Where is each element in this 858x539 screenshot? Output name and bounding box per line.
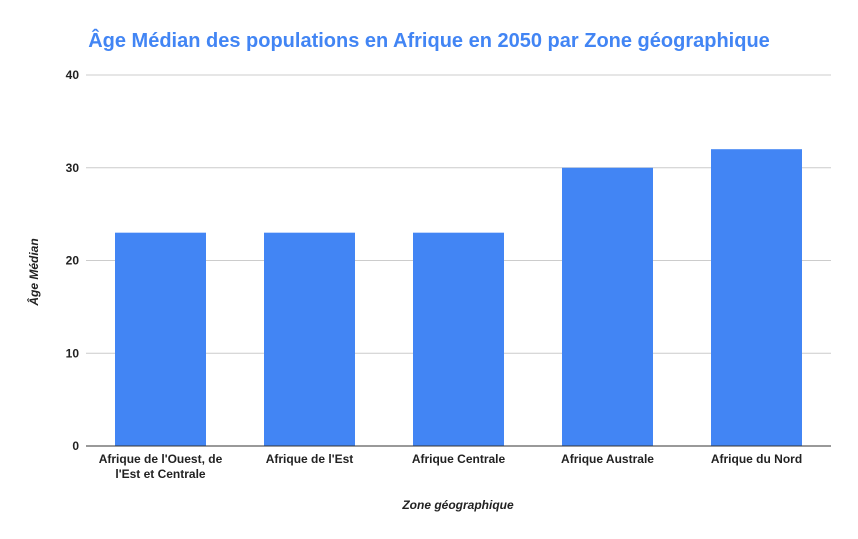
x-tick-label: Afrique Centrale xyxy=(412,452,506,466)
y-tick-label: 10 xyxy=(66,346,80,360)
y-axis-ticks: 0 10 20 30 40 xyxy=(66,68,80,453)
y-tick-label: 30 xyxy=(66,161,80,175)
bar-2 xyxy=(264,232,355,446)
x-axis-label: Zone géographique xyxy=(401,498,514,512)
x-tick-label: Afrique du Nord xyxy=(711,452,802,466)
x-axis-ticks: Afrique de l'Ouest, de l'Est et Centrale A… xyxy=(99,452,802,481)
chart-title: Âge Médian des populations en Afrique en… xyxy=(88,28,770,52)
bar-5 xyxy=(711,149,802,446)
x-tick-label: Afrique de l'Ouest, de l'Est et Centrale xyxy=(99,452,223,481)
y-axis-label: Âge Médian xyxy=(26,238,41,306)
x-tick-label: Afrique de l'Est xyxy=(266,452,354,466)
y-tick-label: 20 xyxy=(66,254,80,268)
bar-1 xyxy=(115,232,206,446)
bar-3 xyxy=(413,232,504,446)
y-tick-label: 0 xyxy=(72,439,79,453)
bars xyxy=(115,149,802,446)
bar-4 xyxy=(562,167,653,446)
x-tick-label: Afrique Australe xyxy=(561,452,654,466)
y-tick-label: 40 xyxy=(66,68,80,82)
